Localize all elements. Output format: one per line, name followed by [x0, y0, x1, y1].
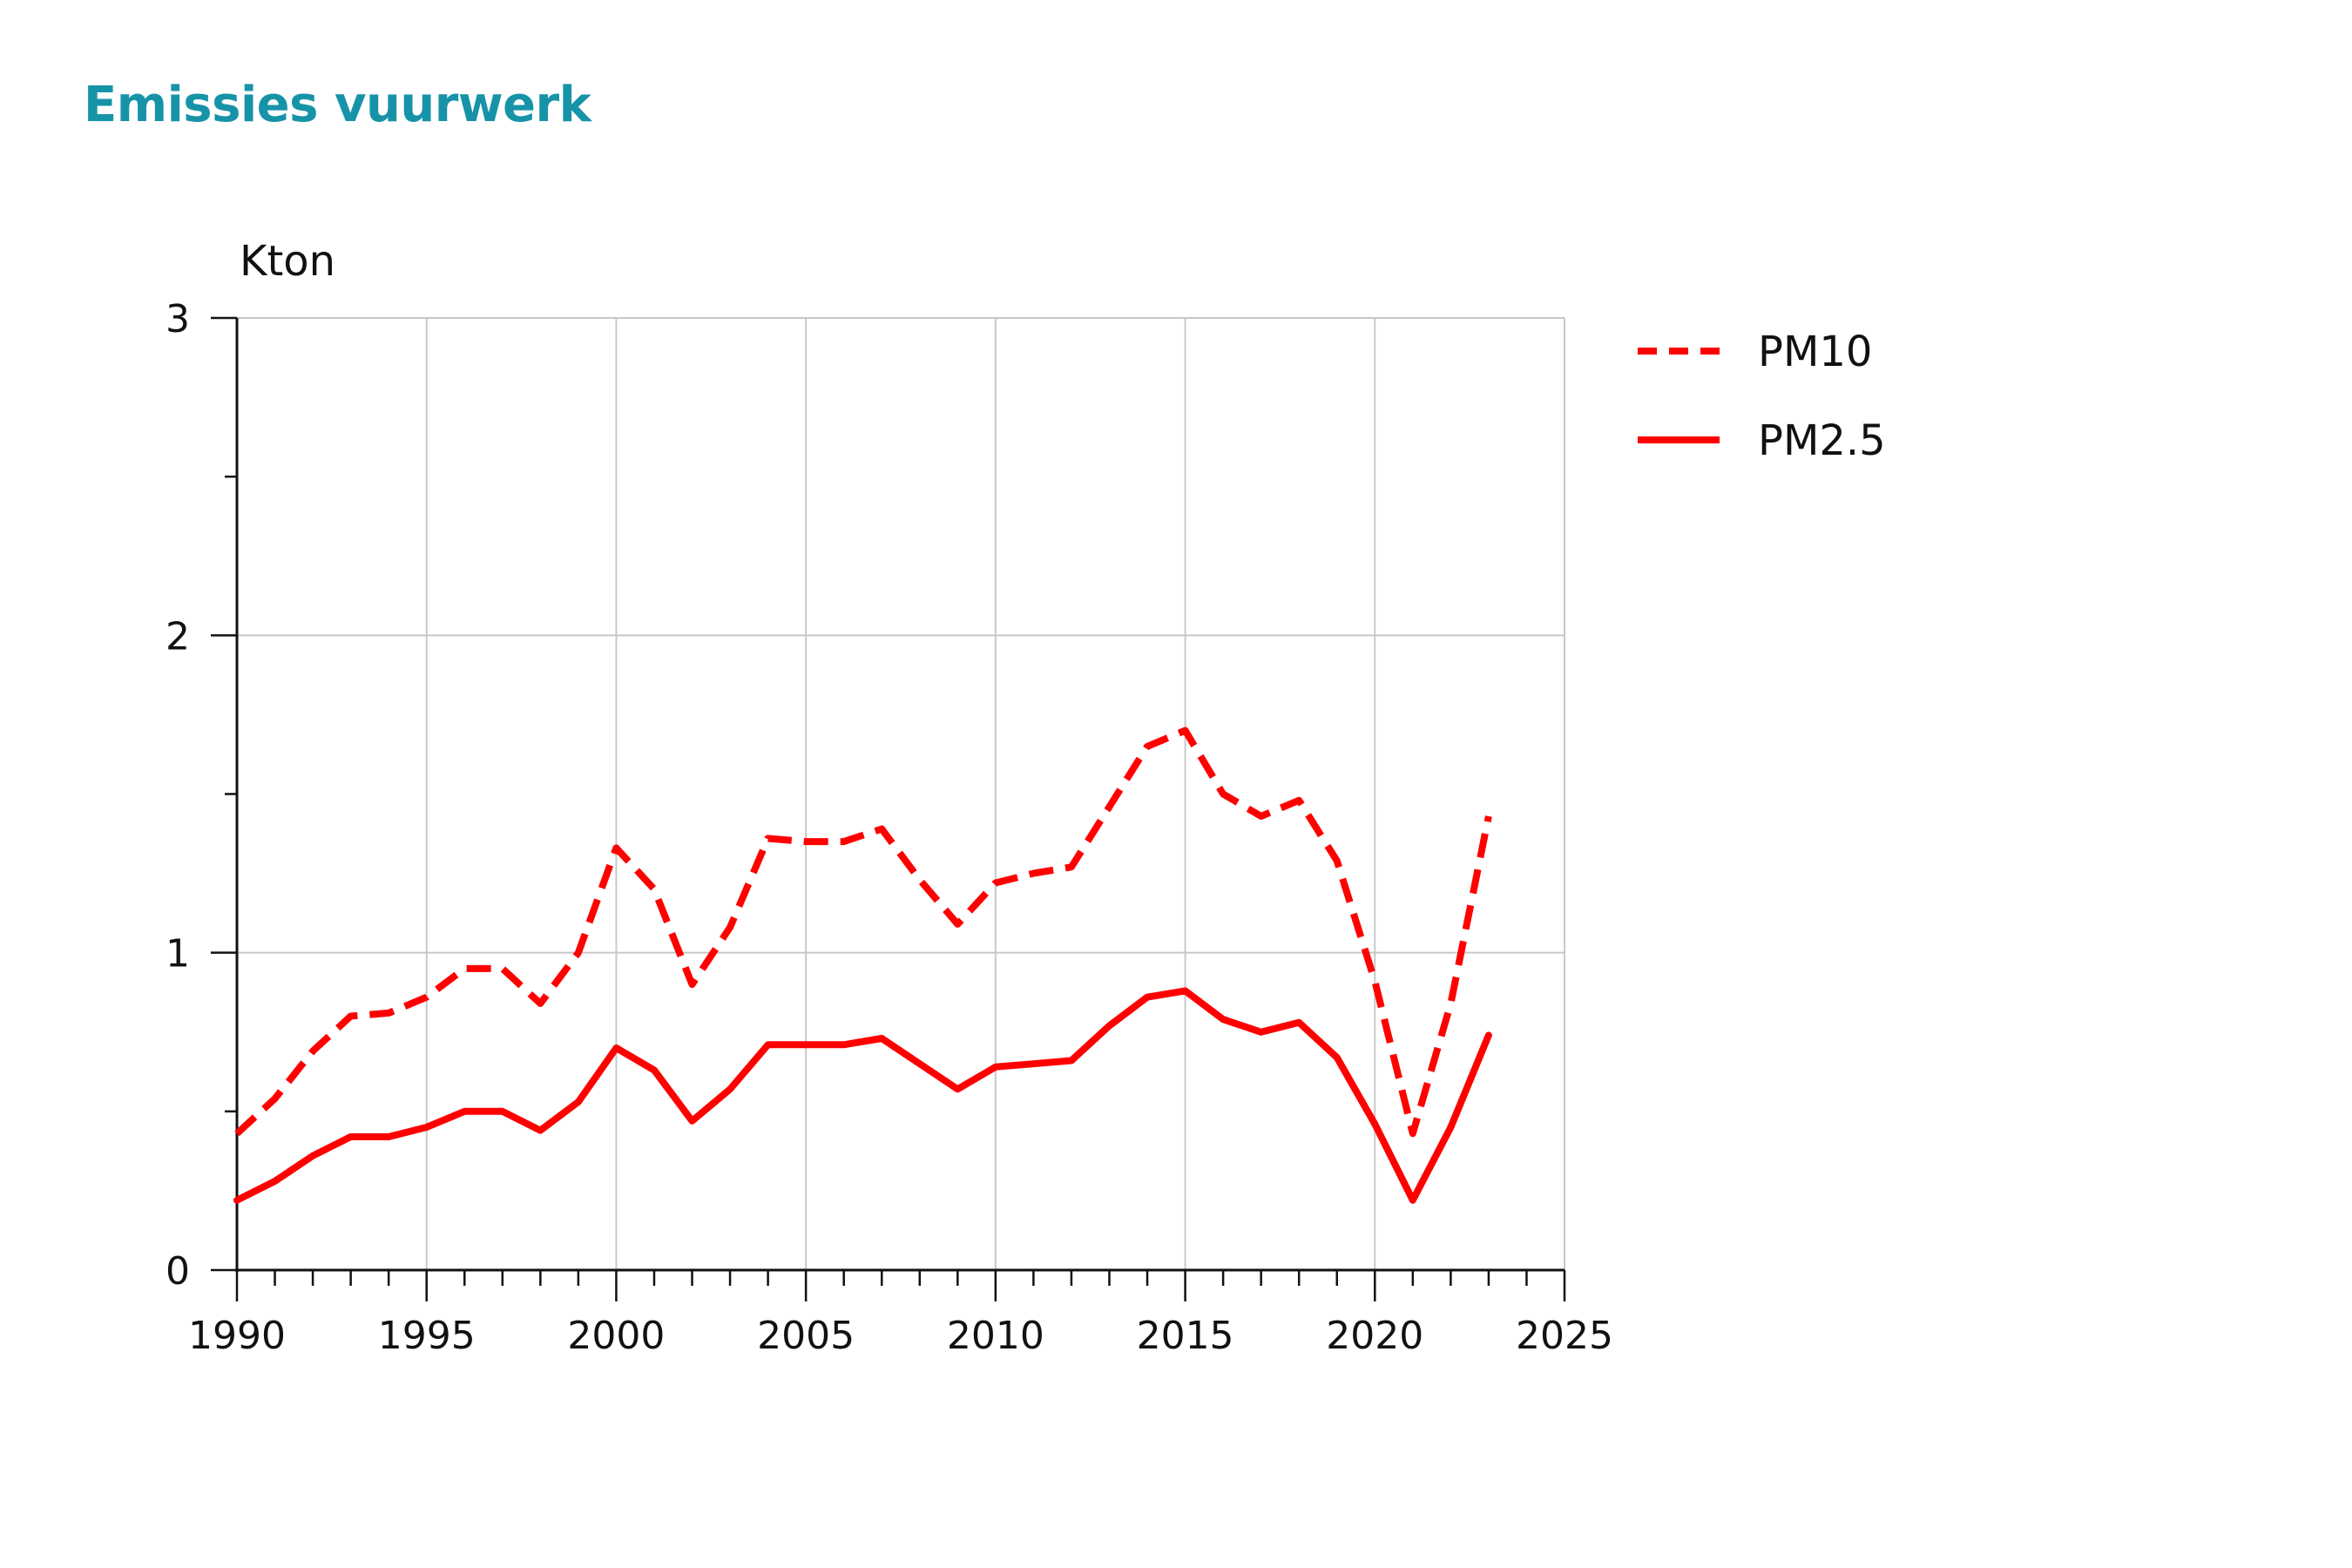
series-line-pm10 — [234, 727, 1492, 1138]
x-tick-label-1995: 1995 — [378, 1314, 476, 1358]
legend-label-pm10: PM10 — [1758, 328, 1872, 376]
axis-layer: 1990 1995 2000 2005 2010 2015 2020 2025 0 1 2 3 — [166, 297, 1613, 1358]
x-tick-label-2025: 2025 — [1516, 1314, 1613, 1358]
y-tick-label-1: 1 — [166, 932, 190, 977]
y-tick-label-0: 0 — [166, 1249, 190, 1294]
x-tick-label-2015: 2015 — [1137, 1314, 1234, 1358]
y-tick-label-2: 2 — [166, 614, 190, 659]
chart-title: Emissies vuurwerk — [84, 77, 591, 133]
x-tick-label-2005: 2005 — [757, 1314, 855, 1358]
y-axis-unit-label: Kton — [240, 237, 335, 286]
x-tick-label-2000: 2000 — [567, 1314, 665, 1358]
legend-label-pm25: PM2.5 — [1758, 416, 1886, 465]
x-tick-label-2020: 2020 — [1326, 1314, 1423, 1358]
legend: PM10 PM2.5 — [1638, 328, 1886, 465]
series-layer — [233, 727, 1492, 1204]
grid-layer — [237, 317, 1565, 1270]
y-tick-label-3: 3 — [166, 297, 190, 341]
x-tick-label-1990: 1990 — [188, 1314, 286, 1358]
x-tick-label-2010: 2010 — [947, 1314, 1044, 1358]
series-line-pm25 — [233, 987, 1492, 1204]
